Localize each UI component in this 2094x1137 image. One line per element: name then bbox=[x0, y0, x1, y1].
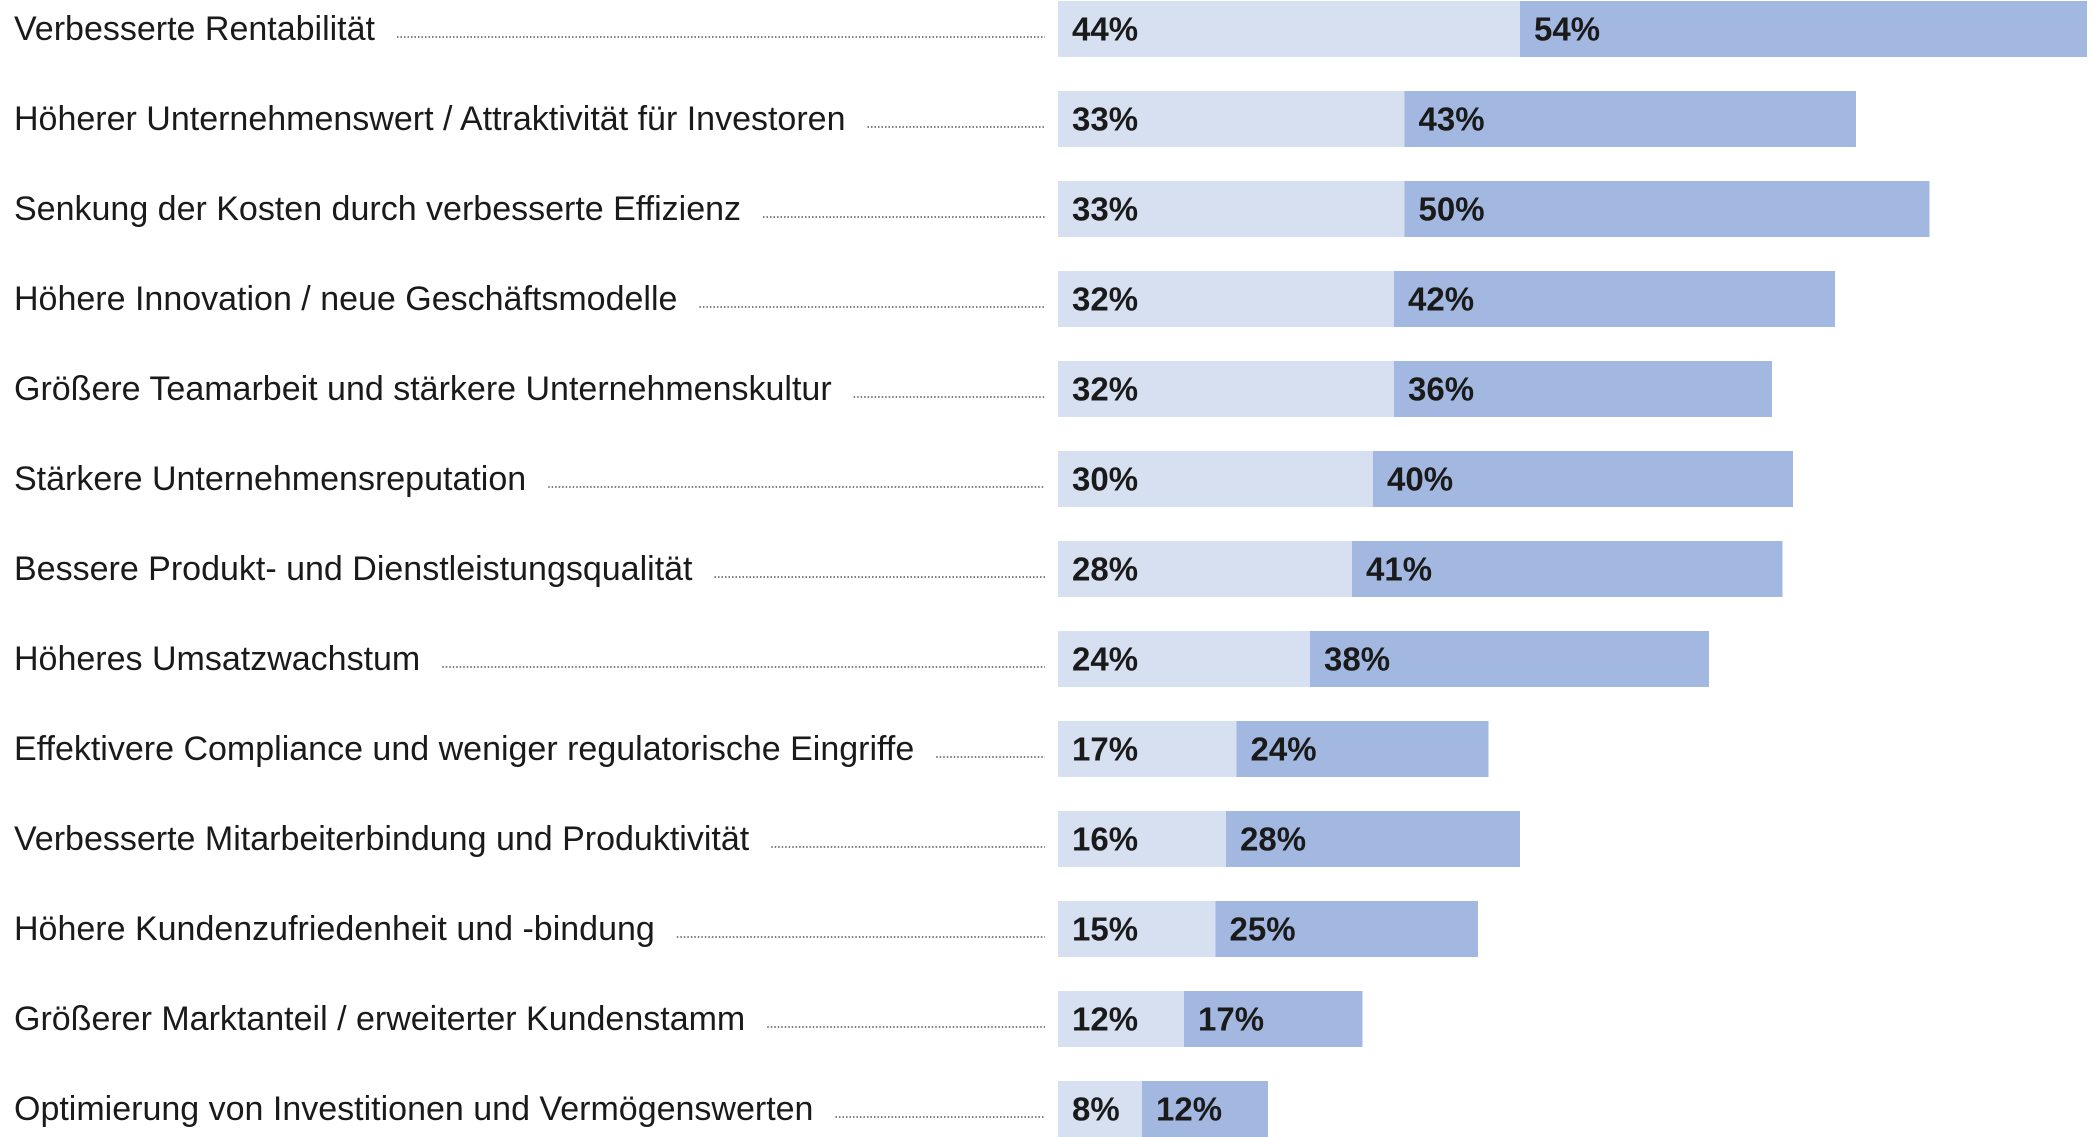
bar-segment bbox=[1058, 811, 1226, 867]
category-label: Höhere Innovation / neue Geschäftsmodell… bbox=[14, 280, 677, 318]
value-label: 12% bbox=[1072, 1001, 1138, 1038]
category-label: Größere Teamarbeit und stärkere Unterneh… bbox=[14, 370, 832, 408]
value-label: 33% bbox=[1072, 101, 1138, 138]
category-label: Senkung der Kosten durch verbesserte Eff… bbox=[14, 190, 741, 228]
bar-segment bbox=[1404, 91, 1856, 147]
value-label: 16% bbox=[1072, 821, 1138, 858]
bar-segment bbox=[1373, 451, 1793, 507]
value-label: 50% bbox=[1419, 191, 1485, 228]
bar-segment bbox=[1058, 1081, 1142, 1137]
category-label: Bessere Produkt- und Dienstleistungsqual… bbox=[14, 550, 693, 588]
bar-segment bbox=[1058, 721, 1237, 777]
value-label: 17% bbox=[1198, 1001, 1264, 1038]
category-label: Größerer Marktanteil / erweiterter Kunde… bbox=[14, 1000, 745, 1038]
bar-segment bbox=[1520, 1, 2087, 57]
category-label: Höhere Kundenzufriedenheit und -bindung bbox=[14, 910, 655, 948]
category-label: Höherer Unternehmenswert / Attraktivität… bbox=[14, 100, 845, 138]
category-label: Effektivere Compliance und weniger regul… bbox=[14, 730, 914, 768]
bar-segment bbox=[1058, 1, 1520, 57]
value-label: 15% bbox=[1072, 911, 1138, 948]
category-label: Stärkere Unternehmensreputation bbox=[14, 460, 526, 498]
category-label: Verbesserte Rentabilität bbox=[14, 10, 376, 48]
value-label: 30% bbox=[1072, 461, 1138, 498]
bar-segment bbox=[1404, 181, 1930, 237]
bar-segment bbox=[1058, 181, 1405, 237]
value-label: 38% bbox=[1324, 641, 1390, 678]
value-label: 41% bbox=[1366, 551, 1432, 588]
value-label: 28% bbox=[1072, 551, 1138, 588]
bar-segment bbox=[1236, 721, 1489, 777]
bar-segment bbox=[1058, 91, 1405, 147]
bar-segment bbox=[1058, 271, 1394, 327]
bar-segment bbox=[1215, 901, 1478, 957]
bar-segment bbox=[1142, 1081, 1268, 1137]
bar-segment bbox=[1058, 631, 1310, 687]
bar-segment bbox=[1184, 991, 1363, 1047]
value-label: 32% bbox=[1072, 371, 1138, 408]
value-label: 36% bbox=[1408, 371, 1474, 408]
value-label: 8% bbox=[1072, 1091, 1120, 1128]
value-label: 25% bbox=[1230, 911, 1296, 948]
bar-segment bbox=[1058, 361, 1394, 417]
category-label: Höheres Umsatzwachstum bbox=[14, 640, 420, 678]
value-label: 24% bbox=[1251, 731, 1317, 768]
value-label: 44% bbox=[1072, 11, 1138, 48]
value-label: 33% bbox=[1072, 191, 1138, 228]
bar-segment bbox=[1394, 271, 1835, 327]
bar-segment bbox=[1394, 361, 1772, 417]
value-label: 17% bbox=[1072, 731, 1138, 768]
bar-segment bbox=[1058, 451, 1373, 507]
value-label: 28% bbox=[1240, 821, 1306, 858]
value-label: 42% bbox=[1408, 281, 1474, 318]
bar-segment bbox=[1310, 631, 1709, 687]
value-label: 24% bbox=[1072, 641, 1138, 678]
bar-segment bbox=[1058, 901, 1216, 957]
bar-segment bbox=[1226, 811, 1520, 867]
value-label: 54% bbox=[1534, 11, 1600, 48]
value-label: 40% bbox=[1387, 461, 1453, 498]
bar-segment bbox=[1352, 541, 1783, 597]
category-label: Verbesserte Mitarbeiterbindung und Produ… bbox=[14, 820, 750, 858]
bar-segment bbox=[1058, 991, 1184, 1047]
value-label: 32% bbox=[1072, 281, 1138, 318]
bar-segment bbox=[1058, 541, 1352, 597]
value-label: 43% bbox=[1419, 101, 1485, 138]
category-label: Optimierung von Investitionen und Vermög… bbox=[14, 1090, 813, 1128]
value-label: 12% bbox=[1156, 1091, 1222, 1128]
